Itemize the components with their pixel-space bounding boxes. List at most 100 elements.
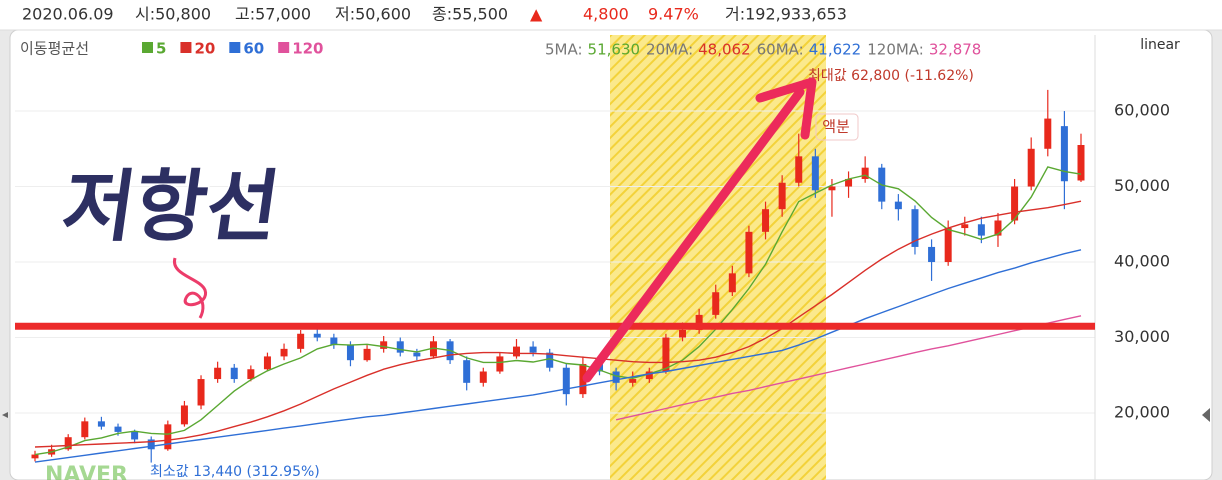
candle-body	[114, 426, 122, 432]
candle-body	[546, 352, 554, 368]
ma-value: 32,878	[929, 41, 982, 59]
candle-body	[1044, 118, 1052, 149]
scale-label: linear	[1140, 37, 1180, 53]
candle-body	[313, 333, 321, 338]
candle-body	[612, 371, 620, 383]
candle-body	[180, 405, 188, 425]
candle-body	[396, 341, 404, 353]
candle-body	[629, 379, 637, 383]
candle-body	[977, 224, 985, 236]
candle-body	[31, 454, 39, 459]
min-annotation: 최소값 13,440 (312.95%)	[150, 464, 320, 480]
legend-label: 5	[156, 40, 166, 58]
header-low: 저:50,600	[335, 5, 411, 24]
candle-body	[97, 421, 105, 427]
candle-body	[695, 314, 703, 330]
candle-body	[994, 220, 1002, 236]
candle-body	[346, 345, 354, 361]
ma-value: 41,622	[809, 41, 862, 59]
y-tick-label: 50,000	[1114, 176, 1170, 195]
legend-label: 20	[194, 40, 215, 58]
candle-body	[81, 421, 89, 438]
header-arrow: ▲	[530, 5, 543, 24]
candle-body	[944, 228, 952, 263]
candle-body	[562, 367, 570, 395]
candle-body	[928, 246, 936, 263]
ma-value: 48,062	[698, 41, 751, 59]
candle-body	[380, 341, 388, 349]
candle-body	[429, 341, 437, 357]
candle-body	[1027, 148, 1035, 187]
ma-value: 51,630	[588, 41, 641, 59]
legend-swatch	[142, 42, 153, 53]
header-date: 2020.06.09	[22, 5, 114, 24]
candle-body	[894, 201, 902, 210]
candle-body	[712, 292, 720, 315]
max-annotation: 최대값 62,800 (-11.62%)	[808, 68, 974, 84]
ma-line	[34, 166, 1082, 456]
candle-body	[728, 273, 736, 293]
candle-body	[263, 356, 271, 370]
candle-body	[911, 209, 919, 247]
header-volume: 거:192,933,653	[725, 5, 847, 24]
legend-title: 이동평균선	[20, 40, 89, 58]
header-bar	[0, 0, 1222, 30]
ma-label: 60MA:	[757, 41, 804, 59]
trend-arrow	[582, 87, 805, 383]
header-close: 종:55,500	[432, 5, 508, 24]
candle-body	[363, 348, 371, 361]
header-change-pct: 9.47%	[648, 5, 699, 24]
candle-body	[845, 178, 853, 187]
candle-body	[529, 346, 537, 353]
candle-body	[745, 231, 753, 274]
candle-body	[795, 156, 803, 183]
ma-line	[615, 315, 1082, 421]
candle-body	[828, 186, 836, 191]
candle-body	[961, 224, 969, 229]
candle-body	[645, 371, 653, 380]
legend-swatch	[278, 42, 290, 53]
legend-swatch	[180, 42, 192, 53]
candle-body	[762, 209, 770, 232]
candle-body	[330, 337, 338, 346]
candle-body	[214, 367, 222, 380]
ma-label: 5MA:	[545, 41, 583, 59]
candle-body	[297, 333, 305, 349]
candle-body	[662, 337, 670, 372]
candle-body	[861, 167, 869, 179]
ma-line	[34, 200, 1082, 448]
arrow-head	[755, 77, 817, 140]
candle-body	[1011, 186, 1019, 221]
legend-label: 60	[243, 40, 264, 58]
header-high: 고:57,000	[235, 5, 311, 24]
candle-body	[197, 379, 205, 406]
candle-body	[230, 367, 238, 380]
candle-body	[64, 437, 72, 450]
y-tick-label: 30,000	[1114, 327, 1170, 346]
header-open: 시:50,800	[135, 5, 211, 24]
candle-body	[811, 156, 819, 191]
candle-body	[147, 439, 155, 450]
candle-body	[164, 424, 172, 450]
ma-line	[34, 249, 1082, 463]
split-box	[815, 113, 859, 141]
candle-body	[280, 348, 288, 357]
candle-body	[512, 346, 520, 357]
header-change: 4,800	[583, 5, 629, 24]
y-tick-label: 20,000	[1114, 403, 1170, 422]
resistance-annotation: 저항선	[57, 162, 285, 253]
scroll-left[interactable]	[2, 412, 8, 418]
candle-body	[778, 182, 786, 210]
candle-body	[479, 371, 487, 383]
candle-body	[131, 431, 139, 440]
candle-body	[247, 369, 255, 380]
watermark: NAVER	[45, 463, 128, 480]
y-tick-label: 40,000	[1114, 252, 1170, 271]
scroll-right[interactable]	[1202, 408, 1210, 422]
candle-body	[413, 352, 421, 357]
candle-body	[1060, 126, 1068, 182]
y-tick-label: 60,000	[1114, 101, 1170, 120]
ma-label: 20MA:	[646, 41, 693, 59]
